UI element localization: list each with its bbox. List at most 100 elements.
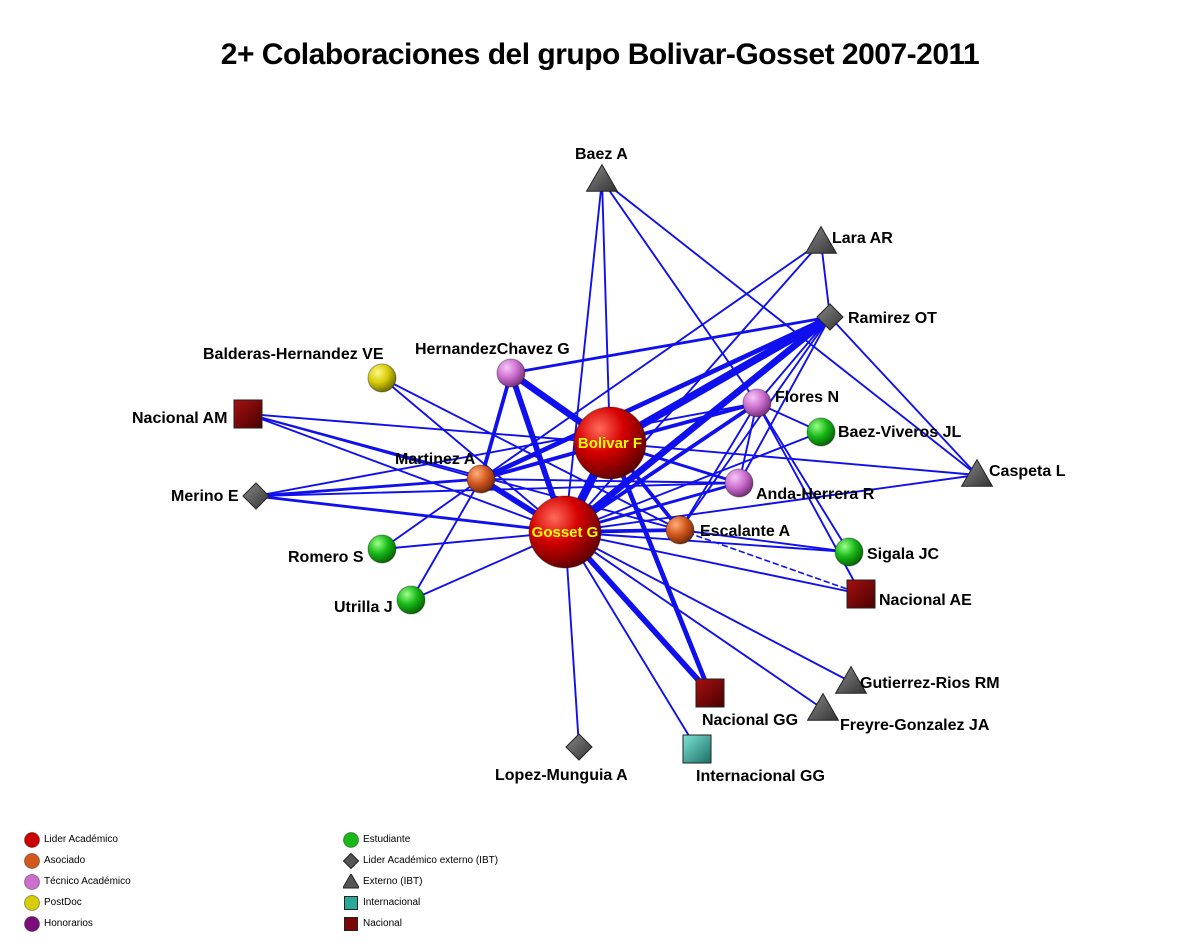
edge-bolivar-nacionalgg	[607, 440, 713, 696]
legend-square-icon	[344, 895, 358, 910]
node-label-caspeta: Caspeta L	[989, 463, 1066, 480]
edge-martinez-utrilla	[410, 478, 482, 601]
legend-label: Nacional	[363, 918, 402, 929]
legend-left: Lider Académico Asociado Técnico Académico…	[24, 829, 131, 934]
legend-label: Lider Académico externo (IBT)	[363, 855, 499, 866]
legend-item: PostDoc	[24, 892, 131, 913]
legend-item: Lider Académico externo (IBT)	[343, 850, 498, 871]
collaboration-network: Bolivar F Gosset G Martinez A Escalante A He…	[132, 146, 1066, 785]
legend-circle-icon	[24, 831, 40, 848]
edge-ramirez-caspeta	[829, 316, 978, 476]
edge-ramirez-flores	[756, 316, 831, 404]
edge-martinez-andaherrera	[480, 478, 740, 484]
edge-gosset-nacionalae	[564, 531, 862, 595]
node-label-balderas: Balderas-Hernandez VE	[203, 346, 384, 363]
node-hernandezchavez	[496, 358, 526, 388]
node-label-nacionalam: Nacional AM	[132, 410, 227, 427]
node-label-hernandezchavez: HernandezChavez G	[415, 341, 570, 358]
legend-item: Asociado	[24, 850, 131, 871]
node-utrilla	[396, 585, 426, 615]
edge-martinez-merino	[254, 477, 483, 498]
edge-gosset-freyre	[564, 531, 824, 710]
edge-nacionalam-bolivar	[247, 413, 611, 444]
node-ramirez	[816, 303, 844, 331]
legend-item: Nacional	[343, 913, 498, 934]
edge-bolivar-baez	[601, 179, 611, 444]
node-label-lara: Lara AR	[832, 230, 893, 247]
legend-item: Internacional	[343, 892, 498, 913]
edge-hernandezchavez-martinez	[479, 371, 513, 481]
edge-gosset-gutierrez	[564, 531, 852, 683]
legend-item: Honorarios	[24, 913, 131, 934]
node-label-freyre: Freyre-Gonzalez JA	[840, 717, 990, 734]
node-label-merino: Merino E	[171, 488, 239, 505]
edge-baez-flores	[601, 179, 758, 404]
legend-triangle-icon	[343, 873, 359, 888]
legend-circle-icon	[24, 873, 40, 890]
edge-ramirez-escalante	[679, 316, 831, 531]
legend-square-icon	[344, 916, 358, 931]
edge-martinez-ramirez	[478, 314, 833, 482]
edge-merino-andaherrera	[255, 482, 740, 497]
edge-flores-escalante	[679, 402, 758, 531]
legend-label: Asociado	[44, 855, 86, 866]
edge-martinez-lara	[480, 241, 822, 480]
legend-diamond-icon	[343, 852, 359, 869]
node-label-utrilla: Utrilla J	[334, 599, 393, 616]
node-martinez	[466, 464, 496, 494]
node-label-baezviveros: Baez-Viveros JL	[838, 424, 962, 441]
node-label-flores: Flores N	[775, 389, 839, 406]
node-label-andaherrera: Anda-Herrera R	[756, 486, 875, 503]
legend-item: Externo (IBT)	[343, 871, 498, 892]
legend-right: Estudiante Lider Académico externo (IBT) E…	[343, 829, 498, 934]
node-label-gutierrez: Gutierrez-Rios RM	[860, 675, 1000, 692]
node-label-escalante: Escalante A	[700, 523, 791, 540]
node-label-lopezmunguia: Lopez-Munguia A	[495, 767, 628, 784]
node-gosset	[528, 495, 602, 569]
edge-nacionalam-escalante	[247, 413, 681, 531]
edge-bolivar-caspeta	[609, 442, 978, 476]
legend-label: Externo (IBT)	[363, 876, 423, 887]
diagram-title: 2+ Colaboraciones del grupo Bolivar-Goss…	[220, 38, 980, 71]
node-andaherrera	[724, 468, 754, 498]
edge-gosset-nacionalgg	[562, 529, 713, 696]
edge-lara-ramirez	[820, 241, 831, 318]
node-label-martinez: Martinez A	[395, 451, 476, 468]
edge-gosset-ramirez	[561, 313, 834, 536]
legend-label: Técnico Académico	[44, 876, 131, 887]
edge-gosset-sigala	[564, 531, 850, 553]
edge-escalante-sigala	[679, 529, 850, 553]
node-internacionalgg	[682, 734, 712, 764]
node-label-baez: Baez A	[575, 146, 628, 163]
node-label-gosset: Gosset G	[532, 524, 599, 541]
node-label-bolivar: Bolivar F	[578, 435, 642, 452]
edge-escalante-nacionalae	[679, 529, 862, 595]
edge-baez-caspeta	[601, 179, 978, 476]
edge-gosset-merino	[254, 494, 567, 534]
node-lopezmunguia	[565, 733, 593, 761]
node-baez	[585, 163, 619, 192]
node-gutierrez	[834, 665, 868, 694]
node-label-internacionalgg: Internacional GG	[696, 768, 825, 785]
edge-martinez-romero	[381, 478, 482, 550]
node-nacionalgg	[695, 678, 725, 708]
node-caspeta	[960, 458, 994, 487]
edge-gosset-lara	[564, 241, 822, 533]
legend-item: Técnico Académico	[24, 871, 131, 892]
edge-gosset-internacionalgg	[564, 531, 698, 750]
node-label-romero: Romero S	[288, 549, 364, 566]
legend-circle-icon	[24, 915, 40, 932]
node-romero	[367, 534, 397, 564]
node-bolivar	[573, 406, 647, 480]
node-freyre	[806, 692, 840, 721]
node-label-sigala: Sigala JC	[867, 546, 939, 563]
legend-label: Internacional	[363, 897, 421, 908]
node-nacionalam	[233, 399, 263, 429]
legend-item: Estudiante	[343, 829, 498, 850]
legend-circle-icon	[24, 894, 40, 911]
edge-gosset-flores	[563, 401, 759, 534]
edge-balderas-escalante	[381, 377, 681, 531]
edge-flores-sigala	[756, 402, 850, 553]
node-sigala	[834, 537, 864, 567]
legend-label: PostDoc	[44, 897, 82, 908]
